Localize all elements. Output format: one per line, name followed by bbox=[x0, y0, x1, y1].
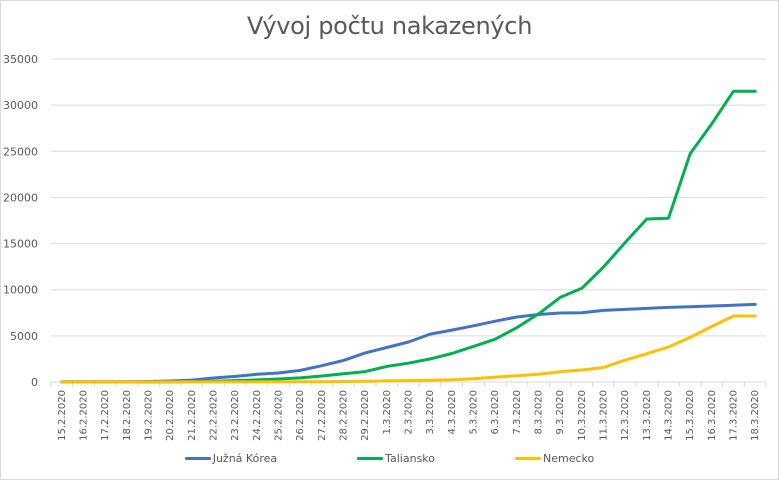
legend-label: Nemecko bbox=[543, 452, 595, 465]
x-tick-label: 3.3.2020 bbox=[425, 390, 436, 435]
x-tick-label: 17.3.2020 bbox=[729, 390, 740, 441]
y-tick-label: 25000 bbox=[3, 145, 38, 158]
legend: Južná Kórea Taliansko Nemecko bbox=[0, 452, 779, 465]
x-tick-label: 16.3.2020 bbox=[707, 390, 718, 441]
x-tick-label: 12.3.2020 bbox=[620, 390, 631, 441]
x-tick-label: 21.2.2020 bbox=[187, 390, 198, 441]
x-tick-label: 19.2.2020 bbox=[144, 390, 155, 441]
legend-swatch-icon bbox=[184, 457, 211, 460]
legend-swatch-icon bbox=[357, 457, 384, 460]
x-tick-label: 29.2.2020 bbox=[360, 390, 371, 441]
x-tick-label: 18.3.2020 bbox=[750, 390, 761, 441]
y-tick-label: 5000 bbox=[10, 330, 38, 343]
x-tick-label: 17.2.2020 bbox=[100, 390, 111, 441]
x-tick-label: 15.3.2020 bbox=[685, 390, 696, 441]
x-tick-label: 7.3.2020 bbox=[512, 390, 523, 435]
x-tick-label: 15.2.2020 bbox=[57, 390, 68, 441]
x-tick-label: 27.2.2020 bbox=[317, 390, 328, 441]
legend-label: Južná Kórea bbox=[212, 452, 278, 465]
x-tick-label: 6.3.2020 bbox=[490, 390, 501, 435]
x-tick-label: 11.3.2020 bbox=[599, 390, 610, 441]
x-tick-label: 14.3.2020 bbox=[664, 390, 675, 441]
x-tick-label: 8.3.2020 bbox=[534, 390, 545, 435]
y-axis: 0 5000 10000 15000 20000 25000 30000 35000 bbox=[3, 53, 38, 389]
y-tick-label: 15000 bbox=[3, 238, 38, 251]
x-tick-label: 10.3.2020 bbox=[577, 390, 588, 441]
x-tick-label: 26.2.2020 bbox=[295, 390, 306, 441]
y-tick-label: 10000 bbox=[3, 284, 38, 297]
legend-item-taliansko[interactable]: Taliansko bbox=[357, 452, 435, 465]
x-tick-label: 2.3.2020 bbox=[404, 390, 415, 435]
series-lines bbox=[60, 89, 757, 384]
x-tick-label: 22.2.2020 bbox=[209, 390, 220, 441]
series-line bbox=[60, 314, 757, 384]
series-line bbox=[60, 89, 757, 384]
x-tick-label: 23.2.2020 bbox=[230, 390, 241, 441]
gridlines bbox=[51, 58, 766, 337]
x-tick-label: 25.2.2020 bbox=[274, 390, 285, 441]
y-tick-label: 20000 bbox=[3, 191, 38, 204]
y-tick-label: 35000 bbox=[3, 53, 38, 66]
x-tick-label: 13.3.2020 bbox=[642, 390, 653, 441]
x-tick-label: 9.3.2020 bbox=[555, 390, 566, 435]
chart-title: Vývoj počtu nakazených bbox=[246, 12, 533, 40]
x-tick-label: 16.2.2020 bbox=[79, 390, 90, 441]
legend-swatch-icon bbox=[515, 457, 542, 460]
x-tick-label: 24.2.2020 bbox=[252, 390, 263, 441]
y-tick-label: 30000 bbox=[3, 99, 38, 112]
legend-item-nemecko[interactable]: Nemecko bbox=[515, 452, 594, 465]
x-tick-label: 1.3.2020 bbox=[382, 390, 393, 435]
x-tick-label: 18.2.2020 bbox=[122, 390, 133, 441]
x-axis: 15.2.2020 16.2.2020 17.2.2020 18.2.2020 19.2… bbox=[50, 381, 767, 441]
y-tick-label: 0 bbox=[31, 376, 38, 389]
plot-area: 0 5000 10000 15000 20000 25000 30000 35000 15.2… bbox=[3, 53, 767, 441]
legend-label: Taliansko bbox=[385, 452, 436, 465]
series-line bbox=[60, 302, 757, 384]
x-tick-label: 4.3.2020 bbox=[447, 390, 458, 435]
x-tick-label: 5.3.2020 bbox=[469, 390, 480, 435]
legend-item-juzna-korea[interactable]: Južná Kórea bbox=[184, 452, 278, 465]
x-tick-label: 20.2.2020 bbox=[165, 390, 176, 441]
x-tick-label: 28.2.2020 bbox=[339, 390, 350, 441]
